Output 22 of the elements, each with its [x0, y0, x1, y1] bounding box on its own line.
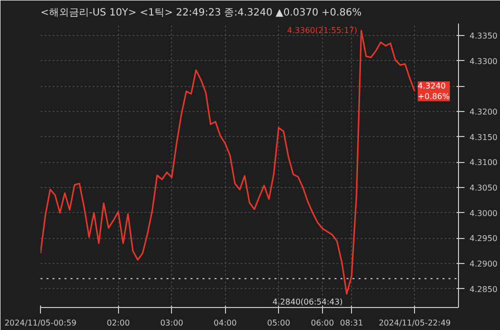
x-tick-label: 03:00: [160, 318, 184, 328]
y-tick-label: 4.2950: [470, 234, 498, 244]
y-tick-label: 4.2900: [470, 259, 498, 268]
text: 4.3240 +0.86%: [418, 81, 450, 102]
x-tick-label: 2024/11/05-00:59: [4, 318, 77, 328]
x-tick-label: 05:00: [267, 318, 290, 328]
y-tick-label: 4.3000: [470, 208, 498, 218]
y-tick-label: 4.2850: [470, 284, 498, 294]
x-tick-label: 08:31: [340, 318, 364, 328]
y-tick-label: 4.3350: [470, 32, 498, 41]
annotation: 4.2840(06:54:43): [272, 297, 343, 306]
y-tick-label: 4.3200: [470, 108, 498, 117]
y-tick-label: 4.3050: [470, 184, 498, 193]
x-tick-label: 04:00: [214, 318, 237, 328]
y-tick-label: 4.3150: [470, 132, 498, 142]
x-tick-label: 02:00: [106, 318, 130, 328]
y-tick-label: 4.3300: [470, 56, 498, 66]
x-tick-label: 06:00: [310, 318, 334, 328]
y-tick-label: 4.3100: [470, 158, 498, 168]
annotation: 4.3360(21:55:17): [287, 26, 358, 36]
x-tick-label: 2024/11/05-22:49: [378, 318, 451, 328]
chart-title: <해외금리-US 10Y> <1틱> 22:49:23 종:4.3240 ▲0.0370 +0.86%: [40, 8, 362, 18]
